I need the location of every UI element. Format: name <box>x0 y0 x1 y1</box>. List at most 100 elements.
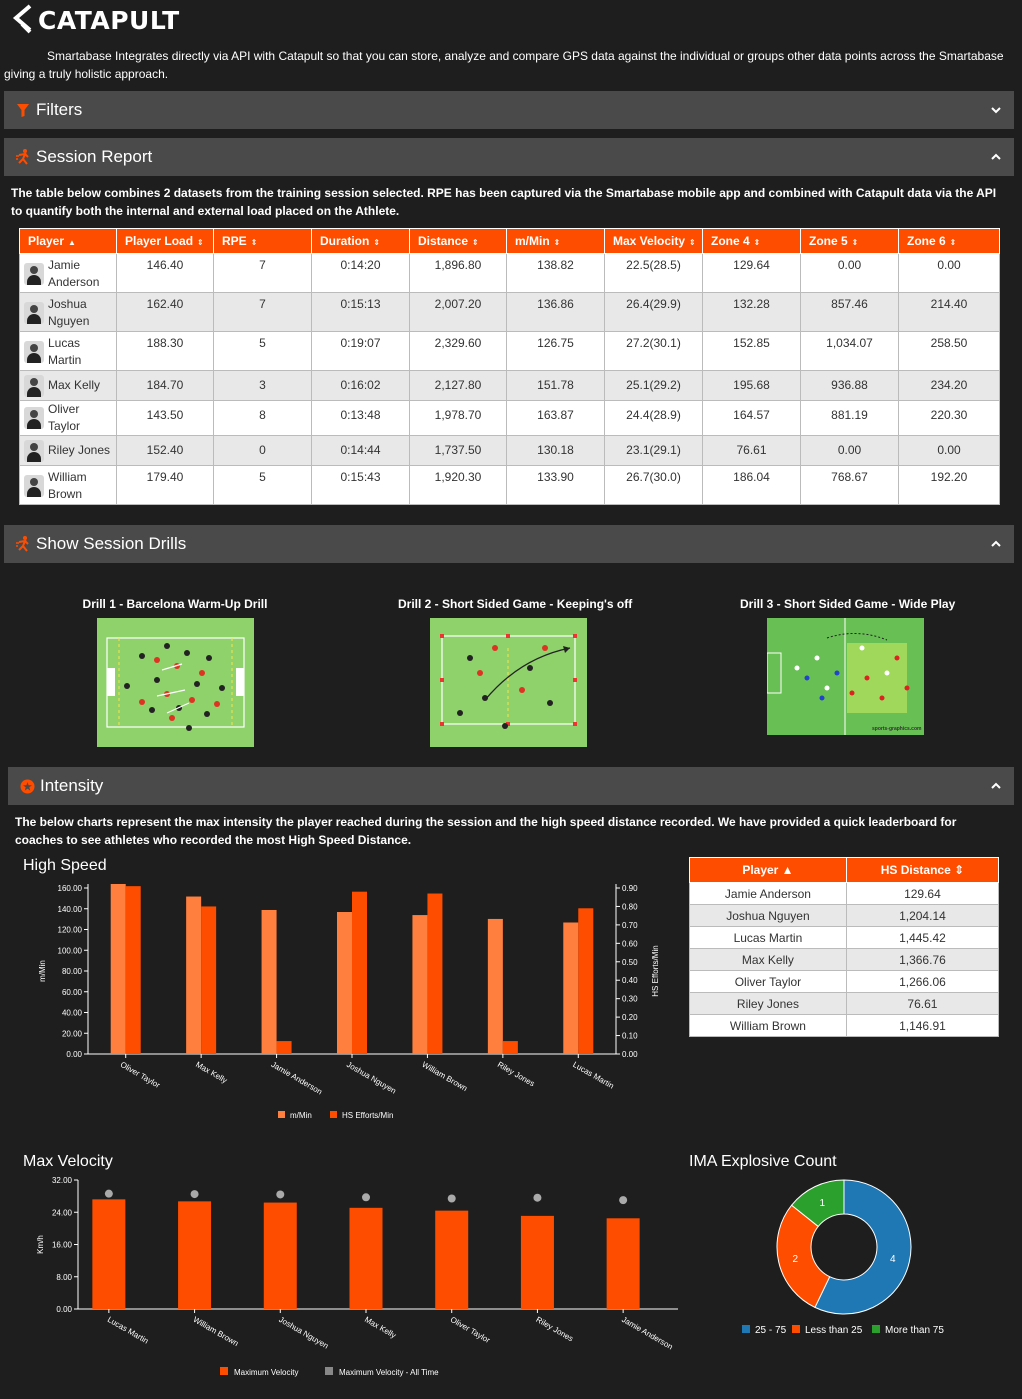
point-all-time <box>190 1190 199 1199</box>
x-tick-label: Riley Jones <box>496 1060 536 1088</box>
session-report-panel-header[interactable]: Session Report <box>4 138 1014 176</box>
chevron-up-icon[interactable] <box>988 778 1004 794</box>
table-cell: 0:15:43 <box>311 465 410 505</box>
ima-donut-chart: 4 2 1 25 - 75 Less than 25 More than 75 <box>742 1179 944 1336</box>
sort-icon[interactable]: ⇕ <box>753 238 761 247</box>
drill-card[interactable]: Drill 3 - Short Sided Game - Wide Play s… <box>740 597 955 738</box>
table-row[interactable]: Oliver Taylor 143.50 8 0:13:48 1,978.70 163.8… <box>19 400 1000 436</box>
legend-label: 25 - 75 <box>755 1325 787 1336</box>
chevron-up-icon[interactable] <box>988 536 1004 552</box>
x-tick-label: Lucas Martin <box>106 1315 150 1346</box>
table-cell: 133.90 <box>506 465 605 505</box>
sort-icon[interactable]: ⇕ <box>851 238 859 247</box>
table-cell: 130.18 <box>506 435 605 466</box>
column-header[interactable]: m/Min ⇕ <box>506 228 605 254</box>
bar-m-min <box>110 883 126 1054</box>
bar-hs-efforts <box>201 906 217 1054</box>
sort-icon[interactable]: ⇕ <box>197 238 204 247</box>
table-cell: 2,007.20 <box>409 292 507 332</box>
drill-diagram-image[interactable] <box>429 618 587 747</box>
y-tick-label: 60.00 <box>62 988 83 997</box>
table-cell: 234.20 <box>898 370 1000 401</box>
drill-diagram-image[interactable]: sports-graphics.com <box>766 618 924 735</box>
drill-card[interactable]: Drill 2 - Short Sided Game - Keeping's o… <box>398 597 632 750</box>
slice-label: 2 <box>792 1254 798 1265</box>
y-tick-label: 120.00 <box>58 926 83 935</box>
column-header[interactable]: Duration ⇕ <box>311 228 410 254</box>
table-cell: 23.1(29.1) <box>604 435 703 466</box>
intensity-panel-header[interactable]: Intensity <box>8 767 1014 805</box>
bar-max-velocity <box>349 1207 383 1309</box>
player-name: Lucas Martin <box>48 336 82 367</box>
session-drills-panel-header[interactable]: Show Session Drills <box>4 525 1014 563</box>
table-cell: 1,978.70 <box>409 400 507 436</box>
y2-tick-label: 0.70 <box>622 921 638 930</box>
column-header[interactable]: Player ▲ <box>19 228 117 254</box>
y-tick-label: 20.00 <box>62 1029 83 1038</box>
hs-distance-table: Player ▲ HS Distance ⇕ Jamie Anderson 129.… <box>689 857 1000 1037</box>
x-tick-label: Jamie Anderson <box>620 1315 674 1351</box>
chevron-down-icon[interactable] <box>988 102 1004 118</box>
drill-diagram-image[interactable] <box>96 618 254 747</box>
column-header[interactable]: Zone 6 ⇕ <box>898 228 1000 254</box>
table-row[interactable]: Joshua Nguyen 1,204.14 <box>689 904 1000 927</box>
table-row[interactable]: Riley Jones 76.61 <box>689 992 1000 1015</box>
table-row[interactable]: Oliver Taylor 1,266.06 <box>689 970 1000 993</box>
bar-m-min <box>487 918 503 1054</box>
slice-label: 4 <box>890 1254 896 1265</box>
sort-icon[interactable]: ⇕ <box>949 238 957 247</box>
table-row[interactable]: Lucas Martin 188.30 5 0:19:07 2,329.60 126.75… <box>19 331 1000 371</box>
table-cell: 192.20 <box>898 465 1000 505</box>
avatar <box>24 439 44 462</box>
sort-icon[interactable]: ⇕ <box>472 238 479 247</box>
table-row[interactable]: Jamie Anderson 129.64 <box>689 882 1000 905</box>
chevron-up-icon[interactable] <box>988 149 1004 165</box>
table-row[interactable]: Lucas Martin 1,445.42 <box>689 926 1000 949</box>
table-row[interactable]: Max Kelly 1,366.76 <box>689 948 1000 971</box>
filters-panel-header[interactable]: Filters <box>4 91 1014 129</box>
column-header[interactable]: Zone 4 ⇕ <box>702 228 801 254</box>
table-row[interactable]: Riley Jones 152.40 0 0:14:44 1,737.50 130.18 2… <box>19 435 1000 466</box>
pie-slice <box>814 1179 912 1315</box>
table-row[interactable]: William Brown 1,146.91 <box>689 1014 1000 1037</box>
sort-icon[interactable]: ⇕ <box>373 238 381 247</box>
table-cell: 936.88 <box>800 370 899 401</box>
legend-swatch <box>872 1325 880 1333</box>
bar-hs-efforts <box>502 1041 518 1054</box>
x-tick-label: Joshua Nguyen <box>277 1315 330 1351</box>
sort-asc-icon[interactable]: ▲ <box>68 238 76 247</box>
table-cell: 126.75 <box>506 331 605 371</box>
column-header[interactable]: Max Velocity ⇕ <box>604 228 703 254</box>
column-header[interactable]: Zone 5 ⇕ <box>800 228 899 254</box>
table-row[interactable]: William Brown 179.40 5 0:15:43 1,920.30 133.9… <box>19 465 1000 505</box>
y-tick-label: 8.00 <box>56 1273 72 1282</box>
table-cell: 0.00 <box>898 253 1000 293</box>
intro-text: Smartabase Integrates directly via API w… <box>4 49 1004 81</box>
table-cell: 2,329.60 <box>409 331 507 371</box>
catapult-mark-icon <box>12 4 32 34</box>
table-cell: 25.1(29.2) <box>604 370 703 401</box>
avatar <box>24 302 44 324</box>
table-cell: William Brown <box>689 1014 847 1037</box>
y2-tick-label: 0.40 <box>622 976 638 985</box>
y2-tick-label: 0.80 <box>622 902 638 911</box>
point-all-time <box>533 1193 542 1202</box>
player-cell: William Brown <box>19 465 117 505</box>
column-header[interactable]: Distance ⇕ <box>409 228 507 254</box>
table-row[interactable]: Joshua Nguyen 162.40 7 0:15:13 2,007.20 136.8… <box>19 292 1000 332</box>
table-row[interactable]: Jamie Anderson 146.40 7 0:14:20 1,896.80 138.… <box>19 253 1000 293</box>
sort-icon[interactable]: ⇕ <box>689 238 696 247</box>
legend-label: Maximum Velocity <box>234 1368 298 1377</box>
drill-card[interactable]: Drill 1 - Barcelona Warm-Up Drill <box>75 597 275 750</box>
column-header[interactable]: HS Distance ⇕ <box>845 857 1000 883</box>
avatar <box>24 263 44 285</box>
column-header[interactable]: RPE ⇕ <box>213 228 312 254</box>
legend-swatch <box>325 1367 333 1375</box>
legend-label: Maximum Velocity - All Time <box>339 1368 439 1377</box>
sort-icon[interactable]: ⇕ <box>553 238 561 247</box>
player-cell: Jamie Anderson <box>19 253 117 293</box>
sort-icon[interactable]: ⇕ <box>250 238 258 247</box>
column-header[interactable]: Player ▲ <box>689 857 847 883</box>
table-row[interactable]: Max Kelly 184.70 3 0:16:02 2,127.80 151.78 25.… <box>19 370 1000 401</box>
column-header[interactable]: Player Load ⇕ <box>116 228 214 254</box>
